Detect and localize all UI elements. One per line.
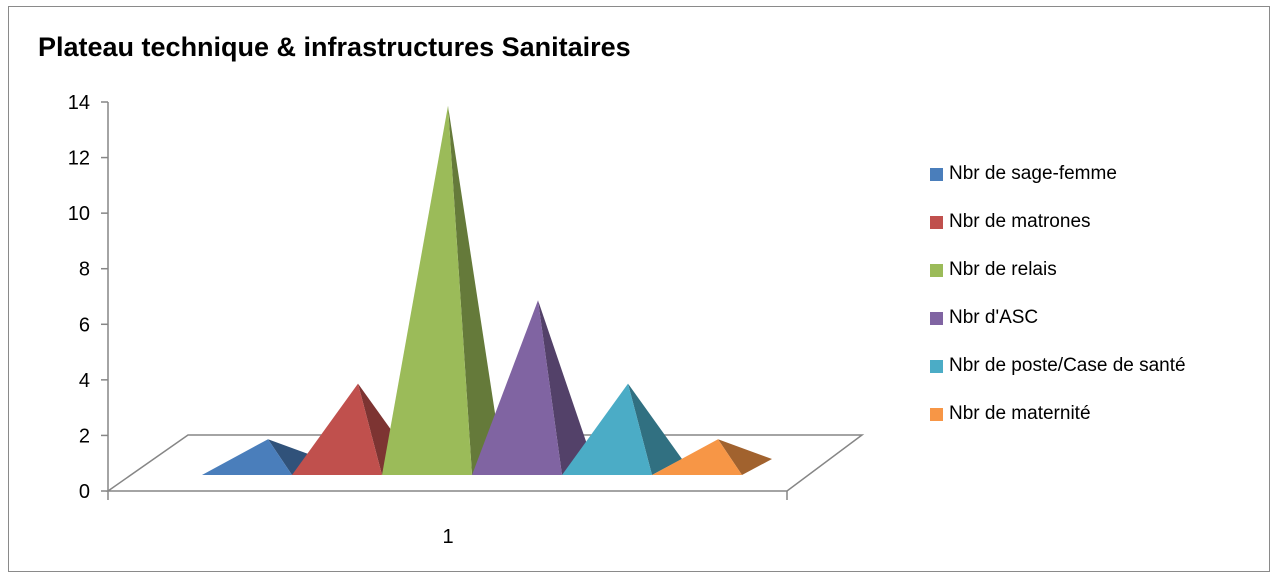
- legend-item: Nbr de matrones: [930, 210, 1091, 234]
- legend-swatch: [930, 407, 943, 421]
- y-tick-label: 2: [79, 425, 90, 447]
- pyramid-side-face: [538, 300, 592, 475]
- legend-label: Nbr d'ASC: [949, 307, 1039, 328]
- y-tick-label: 4: [79, 370, 90, 392]
- legend-swatch: [930, 167, 943, 181]
- x-tick-label: 1: [442, 526, 453, 548]
- legend-item: Nbr de poste/Case de santé: [930, 354, 1186, 378]
- legend-item: Nbr de relais: [930, 258, 1057, 282]
- y-tick-label: 14: [68, 92, 90, 114]
- legend-item: Nbr d'ASC: [930, 306, 1038, 330]
- pyramid-3: [382, 105, 502, 476]
- legend-swatch: [930, 311, 943, 325]
- legend-swatch: [930, 215, 943, 229]
- legend-swatch: [930, 263, 943, 277]
- pyramid-front-face: [292, 383, 382, 475]
- legend-label: Nbr de poste/Case de santé: [949, 355, 1186, 376]
- pyramid-4: [472, 300, 592, 475]
- legend-swatch: [930, 359, 943, 373]
- pyramid-front-face: [562, 383, 652, 475]
- y-tick-label: 6: [79, 314, 90, 336]
- pyramid-5: [562, 383, 682, 475]
- pyramid-front-face: [652, 439, 742, 475]
- legend-label: Nbr de sage-femme: [949, 163, 1117, 184]
- y-tick-label: 10: [68, 203, 90, 225]
- y-tick-label: 0: [79, 481, 90, 503]
- legend-item: Nbr de maternité: [930, 402, 1091, 426]
- pyramid-6: [652, 439, 772, 475]
- pyramid-front-face: [472, 300, 562, 475]
- legend-label: Nbr de relais: [949, 259, 1057, 280]
- pyramid-side-face: [718, 439, 772, 475]
- y-tick-label: 12: [68, 148, 90, 170]
- pyramid-side-face: [628, 383, 682, 475]
- legend-item: Nbr de sage-femme: [930, 162, 1117, 186]
- legend-label: Nbr de matrones: [949, 211, 1091, 232]
- legend-label: Nbr de maternité: [949, 403, 1091, 424]
- pyramid-front-face: [202, 439, 292, 475]
- chart-title: Plateau technique & infrastructures Sani…: [38, 32, 631, 62]
- pyramid-side-face: [448, 105, 502, 476]
- y-tick-label: 8: [79, 259, 90, 281]
- pyramid-front-face: [382, 105, 472, 476]
